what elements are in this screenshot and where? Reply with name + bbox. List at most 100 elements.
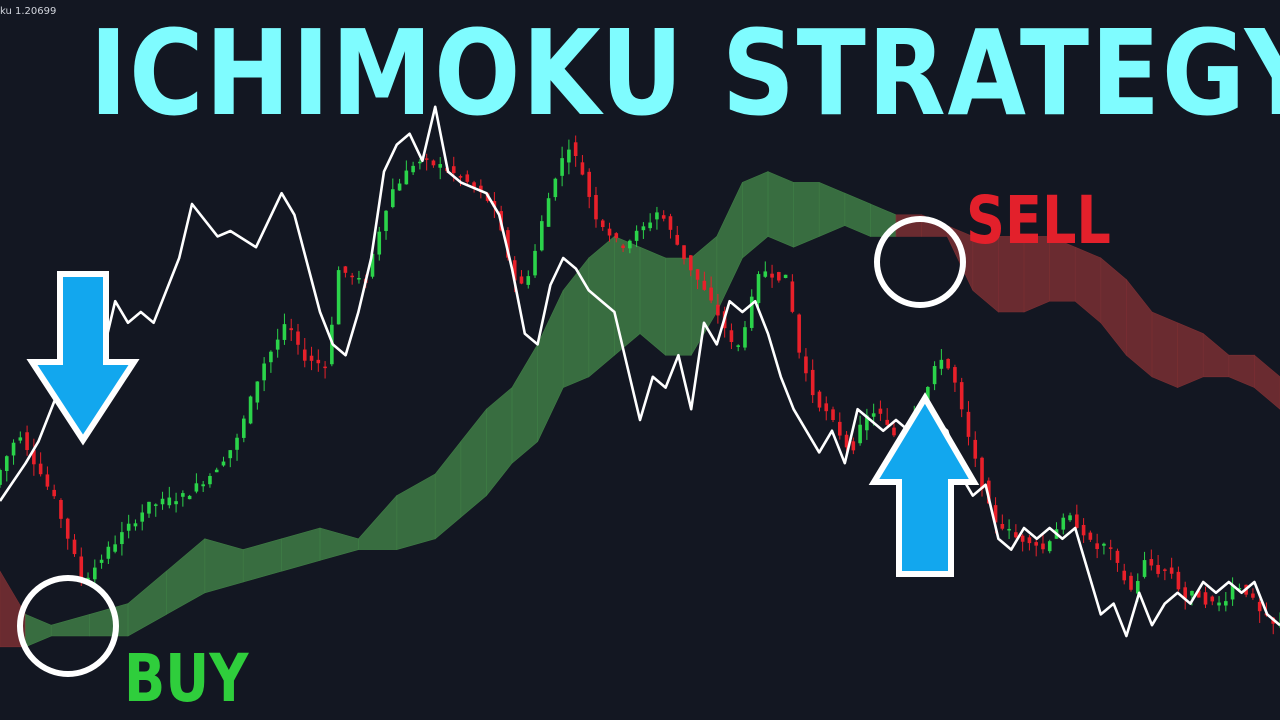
ichimoku-cloud <box>0 171 1280 648</box>
chikou-lagging-span <box>0 105 1280 638</box>
candle-bearish <box>1095 543 1099 550</box>
candle-bullish <box>357 278 361 280</box>
candle-bearish <box>1020 535 1025 542</box>
candle-bullish <box>228 450 233 459</box>
candle-bullish <box>411 165 415 173</box>
candle-bearish <box>885 419 889 425</box>
candle-bearish <box>1251 593 1255 598</box>
candle-bearish <box>492 200 497 207</box>
candle-bullish <box>133 523 138 527</box>
candle-bearish <box>980 457 984 490</box>
signal-markers <box>17 216 980 677</box>
candle-bearish <box>824 403 829 412</box>
candle-bearish <box>309 355 314 361</box>
candle-bullish <box>404 170 409 185</box>
candle-bullish <box>871 413 876 417</box>
candle-bullish <box>384 210 388 232</box>
candle-bearish <box>479 185 483 193</box>
buy-signal-circle <box>17 575 119 677</box>
candle-bearish <box>451 166 456 174</box>
candle-bullish <box>282 324 287 340</box>
candle-bullish <box>526 276 531 285</box>
candle-bullish <box>221 461 226 466</box>
sell-label: SELL <box>966 182 1111 259</box>
candle-bullish <box>736 345 741 347</box>
candle-bullish <box>1061 517 1066 530</box>
candle-bearish <box>804 356 808 374</box>
candle-bearish <box>424 158 429 160</box>
candle-bullish <box>539 221 544 251</box>
candle-bullish <box>1217 602 1221 606</box>
cloud-segment-bullish <box>665 257 692 356</box>
candle-bullish <box>153 504 158 506</box>
candle-bearish <box>810 369 815 396</box>
candle-bullish <box>926 386 930 401</box>
candle-bearish <box>682 245 686 260</box>
candle-bullish <box>932 366 937 385</box>
candle-bearish <box>1163 569 1167 571</box>
candle-bullish <box>1047 541 1052 552</box>
candle-bullish <box>391 189 395 208</box>
candle-bullish <box>749 296 754 328</box>
candle-bullish <box>160 498 165 505</box>
candle-bearish <box>1041 543 1045 550</box>
candle-bearish <box>878 408 883 414</box>
candle-bearish <box>1203 592 1208 605</box>
candle-bearish <box>614 233 619 239</box>
candle-bullish <box>0 469 2 485</box>
candle-bullish <box>1142 560 1147 577</box>
candle-bearish <box>1156 564 1160 574</box>
candle-bearish <box>316 359 321 364</box>
buy-label: BUY <box>124 640 249 717</box>
candle-bearish <box>1122 570 1127 581</box>
candle-bearish <box>1149 559 1154 566</box>
candle-bullish <box>275 339 280 350</box>
candle-bullish <box>187 495 192 500</box>
candle-bearish <box>716 304 720 316</box>
candle-bullish <box>858 424 862 444</box>
candle-bullish <box>546 198 551 227</box>
candle-bearish <box>59 499 63 519</box>
candle-bullish <box>743 327 747 348</box>
candle-bearish <box>1183 587 1187 599</box>
candle-bullish <box>269 351 273 363</box>
candle-bullish <box>93 567 97 580</box>
candle-bearish <box>600 220 605 228</box>
candle-bullish <box>242 418 246 438</box>
candle-bullish <box>397 183 402 191</box>
candle-bearish <box>1000 523 1005 529</box>
candle-bullish <box>194 483 199 492</box>
candle-bullish <box>641 226 646 231</box>
candle-bearish <box>343 266 348 273</box>
candle-bullish <box>248 396 253 424</box>
candle-bearish <box>350 275 354 278</box>
symbol-ticker: ku 1.20699 <box>0 6 57 17</box>
candle-bearish <box>289 328 294 331</box>
candle-bullish <box>11 442 16 456</box>
candle-bearish <box>675 234 680 245</box>
candle-bearish <box>953 367 957 383</box>
candle-bearish <box>702 280 707 290</box>
candle-bearish <box>1088 532 1093 540</box>
candle-bearish <box>695 269 700 280</box>
candle-bearish <box>892 427 896 436</box>
candle-bullish <box>567 149 571 163</box>
candle-bearish <box>506 230 510 258</box>
candle-bearish <box>790 281 795 312</box>
candle-bearish <box>72 539 77 555</box>
candle-bullish <box>174 501 178 505</box>
sell-arrow-up-icon <box>868 392 980 577</box>
candle-bearish <box>668 216 673 230</box>
candle-bullish <box>648 222 652 229</box>
candle-bullish <box>262 363 266 381</box>
candle-bearish <box>1169 567 1174 574</box>
candle-bullish <box>628 240 632 249</box>
candle-bullish <box>4 456 9 472</box>
candle-bearish <box>1014 532 1018 538</box>
candle-bullish <box>939 359 944 369</box>
candle-bearish <box>993 505 998 523</box>
candle-bullish <box>235 437 239 450</box>
candle-bearish <box>512 260 517 281</box>
